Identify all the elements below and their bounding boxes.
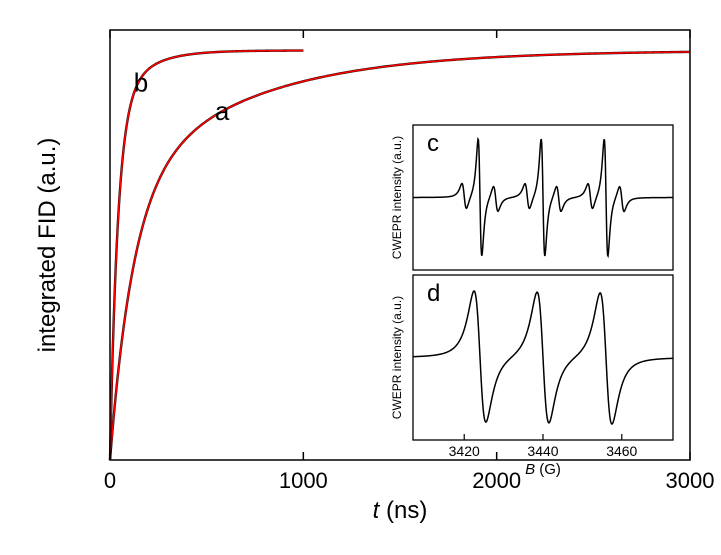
xtick-label: 3000: [666, 468, 715, 493]
xtick-label: 0: [104, 468, 116, 493]
inset-label-c: c: [427, 130, 439, 157]
xtick-label: 1000: [279, 468, 328, 493]
curve-label-a: a: [215, 96, 230, 126]
inset-xtick-label: 3440: [527, 443, 558, 459]
inset-xtick-label: 3420: [449, 443, 480, 459]
inset-xlabel: B (G): [525, 461, 561, 478]
curve-b-data: [110, 51, 303, 460]
inset-label-d: d: [427, 280, 440, 307]
main-chart: 0 1000 2000 3000 t (ns) integrated FID (a.u.)…: [0, 0, 721, 555]
inset-xtick-label: 3460: [606, 443, 637, 459]
inset-ylabel-d: CWEPR intensity (a.u.): [390, 296, 404, 419]
xtick-label: 2000: [472, 468, 521, 493]
inset-ylabel-c: CWEPR intensity (a.u.): [390, 136, 404, 259]
xlabel: t (ns): [373, 497, 428, 524]
ylabel: integrated FID (a.u.): [34, 138, 61, 353]
curve-label-b: b: [134, 67, 148, 97]
curve-b-fit: [110, 51, 303, 460]
